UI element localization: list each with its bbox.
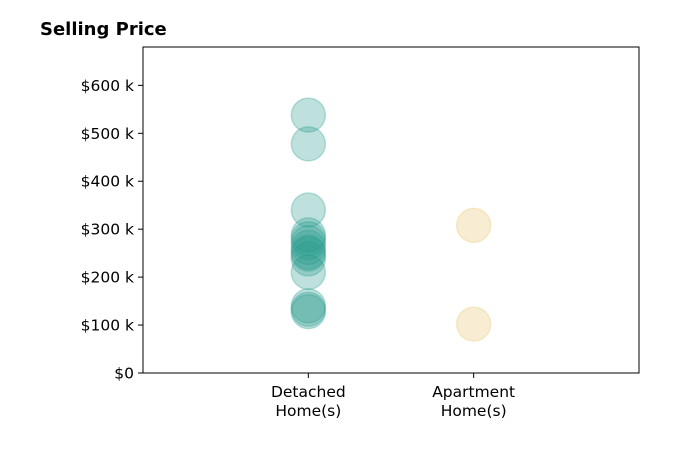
data-point-0-9 [290,241,327,277]
data-point-0-7 [290,234,327,270]
data-point-0-6 [290,229,327,266]
y-tick-label: $600 k [81,77,134,95]
plot-frame [142,46,640,374]
chart-title: Selling Price [40,19,167,40]
y-tick-label: $0 [114,365,134,383]
y-tick-label: $100 k [81,317,134,335]
data-point-0-12 [290,291,327,327]
x-tick-label: Detached [271,383,346,401]
data-point-0-5 [290,224,327,261]
data-point-0-10 [290,254,327,291]
data-points [290,97,492,342]
data-point-1-0 [455,207,492,244]
data-point-0-13 [290,293,327,330]
y-tick-label: $200 k [81,269,134,287]
data-point-0-11 [290,288,327,324]
x-tick-label: Apartment [432,383,515,401]
data-point-0-0 [290,97,327,133]
data-point-0-2 [290,192,327,228]
x-tick-label: Home(s) [275,402,341,420]
data-point-0-8 [290,236,327,272]
y-tick-label: $400 k [81,173,134,191]
data-point-1-1 [455,306,492,342]
y-tick-label: $300 k [81,221,134,239]
data-point-0-1 [290,126,327,162]
data-point-0-3 [290,217,327,253]
y-axis: $0 $100 k $200 k $300 k $400 k $500 k $600 k [81,77,143,383]
x-tick-label: Home(s) [441,402,507,420]
y-tick-label: $500 k [81,125,134,143]
data-point-0-4 [290,221,327,257]
